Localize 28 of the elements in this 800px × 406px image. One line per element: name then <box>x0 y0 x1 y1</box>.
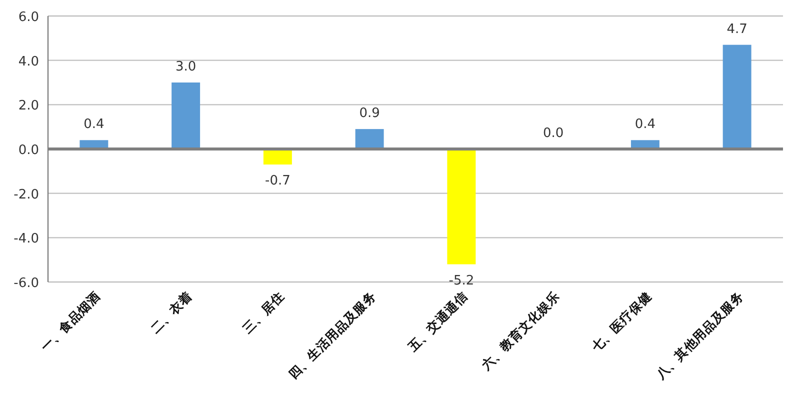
data-label: 3.0 <box>175 60 196 74</box>
bar <box>172 82 200 149</box>
x-tick-label: 八、其他用品及服务 <box>652 288 746 383</box>
y-tick-label: 2.0 <box>18 98 39 114</box>
y-tick-label: 0.0 <box>18 143 39 158</box>
data-label: -0.7 <box>265 174 290 189</box>
bar <box>447 149 476 264</box>
y-tick-label: 6.0 <box>18 10 39 25</box>
data-label: -5.2 <box>448 273 474 288</box>
x-tick-label: 二、衣着 <box>148 288 195 336</box>
y-tick-label: -2.0 <box>14 187 39 202</box>
bar <box>722 44 752 149</box>
data-label: 4.7 <box>726 22 748 37</box>
data-label: 0.4 <box>634 117 656 132</box>
bar <box>355 129 384 149</box>
x-tick-label: 一、食品烟酒 <box>37 288 104 354</box>
data-label: 0.9 <box>359 106 380 122</box>
x-tick-label: 七、医疗保健 <box>588 288 654 355</box>
data-label: 0.4 <box>84 117 104 132</box>
y-tick-label: -6.0 <box>14 276 39 291</box>
x-tick-label: 五、交通通信 <box>404 288 471 355</box>
x-tick-label: 三、居住 <box>239 288 287 336</box>
bar <box>263 149 292 165</box>
x-tick-label: 六、教育文化娱乐 <box>478 288 562 374</box>
data-label: 0.0 <box>542 126 564 141</box>
y-tick-label: -4.0 <box>14 232 39 247</box>
x-tick-label: 四、生活用品及服务 <box>285 288 379 382</box>
y-tick-label: 4.0 <box>18 54 39 70</box>
